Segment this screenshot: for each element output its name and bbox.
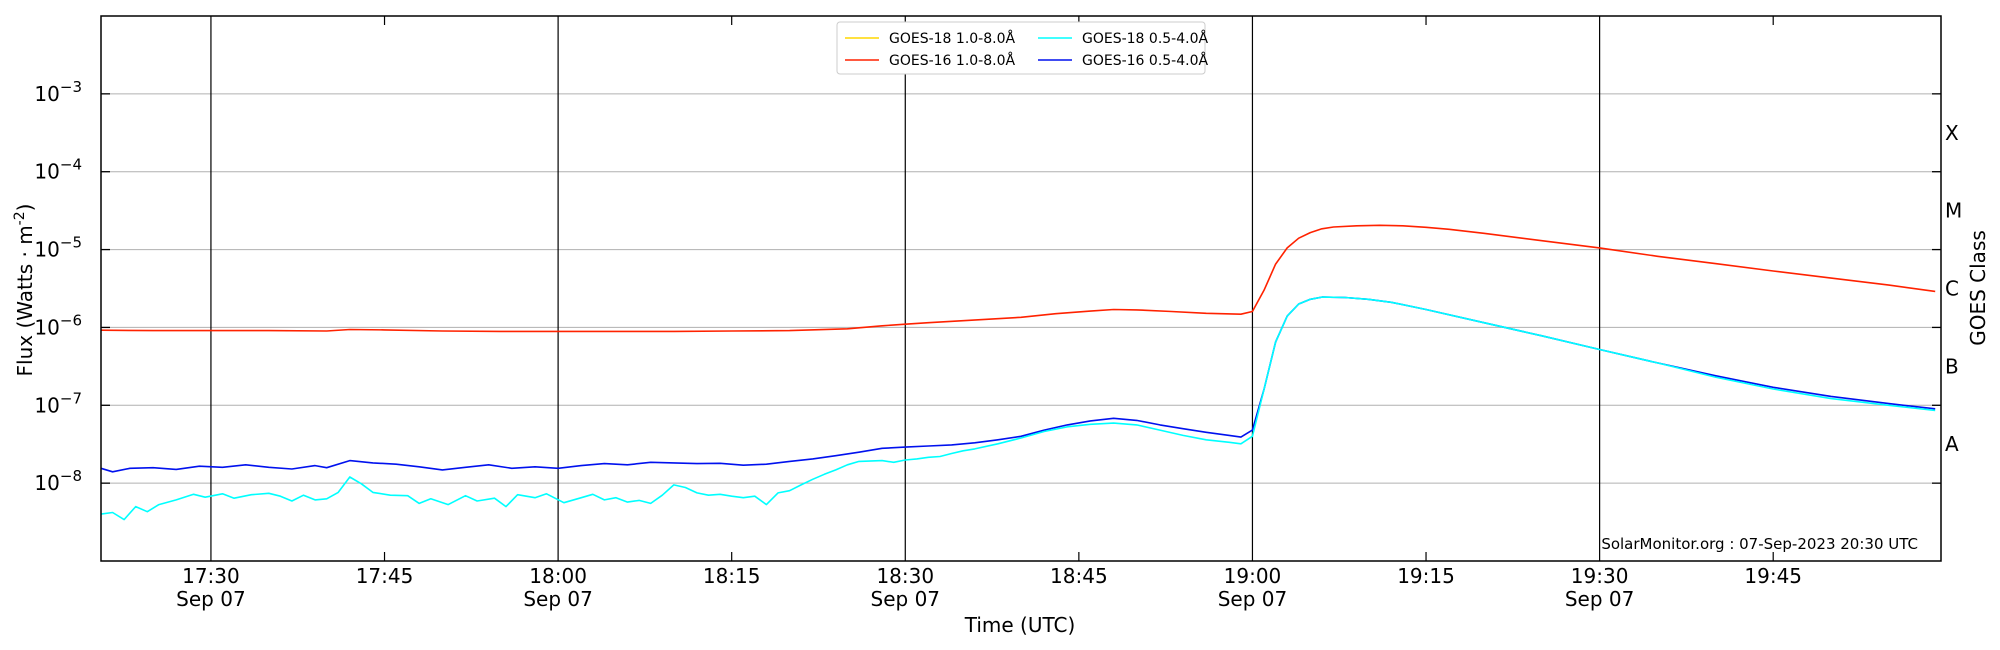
y-tick-base-5: 10	[34, 82, 59, 106]
x-tick-date-0: Sep 07	[176, 587, 246, 611]
legend-label-3: GOES-16 0.5-4.0Å	[1082, 52, 1208, 69]
goes-class-label-a: A	[1945, 432, 1959, 456]
y-tick-exponent-1: −7	[60, 389, 82, 407]
legend-label-0: GOES-18 1.0-8.0Å	[889, 30, 1015, 47]
x-tick-time-6: 19:00	[1224, 564, 1282, 588]
x-axis-title: Time (UTC)	[964, 613, 1076, 637]
x-tick-time-5: 18:45	[1050, 564, 1108, 588]
y-tick-exponent-2: −6	[60, 311, 82, 329]
series-line-goes-18-0-5-4-0-	[100, 296, 1936, 521]
y-tick-label-1: 10−7	[34, 389, 82, 417]
x-tick-time-8: 19:30	[1571, 564, 1629, 588]
y-axis-ticks: 10−810−710−610−510−410−3	[34, 78, 1941, 495]
legend-label-2: GOES-16 1.0-8.0Å	[889, 52, 1015, 69]
goes-class-label-c: C	[1945, 277, 1959, 301]
y-tick-label-4: 10−4	[34, 156, 82, 184]
y-tick-label-3: 10−5	[34, 234, 82, 262]
y-tick-exponent-4: −4	[60, 156, 82, 174]
legend-label-1: GOES-18 0.5-4.0Å	[1082, 30, 1208, 47]
y-tick-exponent-5: −3	[60, 78, 82, 96]
y-tick-base-1: 10	[34, 393, 59, 417]
x-tick-time-1: 17:45	[356, 564, 414, 588]
series-line-goes-16-1-0-8-0-	[100, 224, 1936, 333]
x-tick-time-4: 18:30	[876, 564, 934, 588]
goes-class-label-b: B	[1945, 354, 1959, 378]
data-series	[100, 224, 1936, 521]
y-tick-base-0: 10	[34, 471, 59, 495]
goes-class-label-m: M	[1945, 199, 1962, 223]
y-tick-base-2: 10	[34, 315, 59, 339]
y-tick-base-4: 10	[34, 160, 59, 184]
y-tick-label-5: 10−3	[34, 78, 82, 106]
legend-box	[836, 21, 1206, 75]
x-tick-time-0: 17:30	[182, 564, 240, 588]
y-axis-title-close: )	[13, 204, 37, 212]
x-tick-time-9: 19:45	[1744, 564, 1802, 588]
x-tick-date-8: Sep 07	[1565, 587, 1635, 611]
x-tick-time-2: 18:00	[529, 564, 587, 588]
y-tick-label-0: 10−8	[34, 467, 82, 495]
x-tick-time-7: 19:15	[1397, 564, 1455, 588]
x-tick-date-4: Sep 07	[871, 587, 941, 611]
plot-frame	[100, 15, 1942, 562]
y-tick-label-2: 10−6	[34, 311, 82, 339]
y-tick-exponent-0: −8	[60, 467, 82, 485]
y2-axis-title: GOES Class	[1966, 230, 1990, 346]
goes-class-label-x: X	[1945, 121, 1959, 145]
y-tick-base-3: 10	[34, 238, 59, 262]
y-axis-title-main: Flux (Watts · m	[13, 225, 37, 376]
horizontal-grid	[101, 93, 1941, 484]
y-axis-title-exponent: -2	[12, 211, 28, 225]
x-tick-time-3: 18:15	[703, 564, 761, 588]
goes-class-labels: A B C M X	[1945, 121, 1962, 456]
y-tick-exponent-3: −5	[60, 234, 82, 252]
legend: GOES-18 1.0-8.0Å GOES-18 0.5-4.0Å GOES-16 …	[836, 21, 1208, 75]
credit-text: SolarMonitor.org : 07-Sep-2023 20:30 UTC	[1601, 535, 1918, 553]
day-boundary-lines	[210, 16, 1601, 561]
x-tick-date-2: Sep 07	[523, 587, 593, 611]
x-tick-date-6: Sep 07	[1218, 587, 1288, 611]
y-axis-title: Flux (Watts · m-2)	[12, 204, 37, 377]
